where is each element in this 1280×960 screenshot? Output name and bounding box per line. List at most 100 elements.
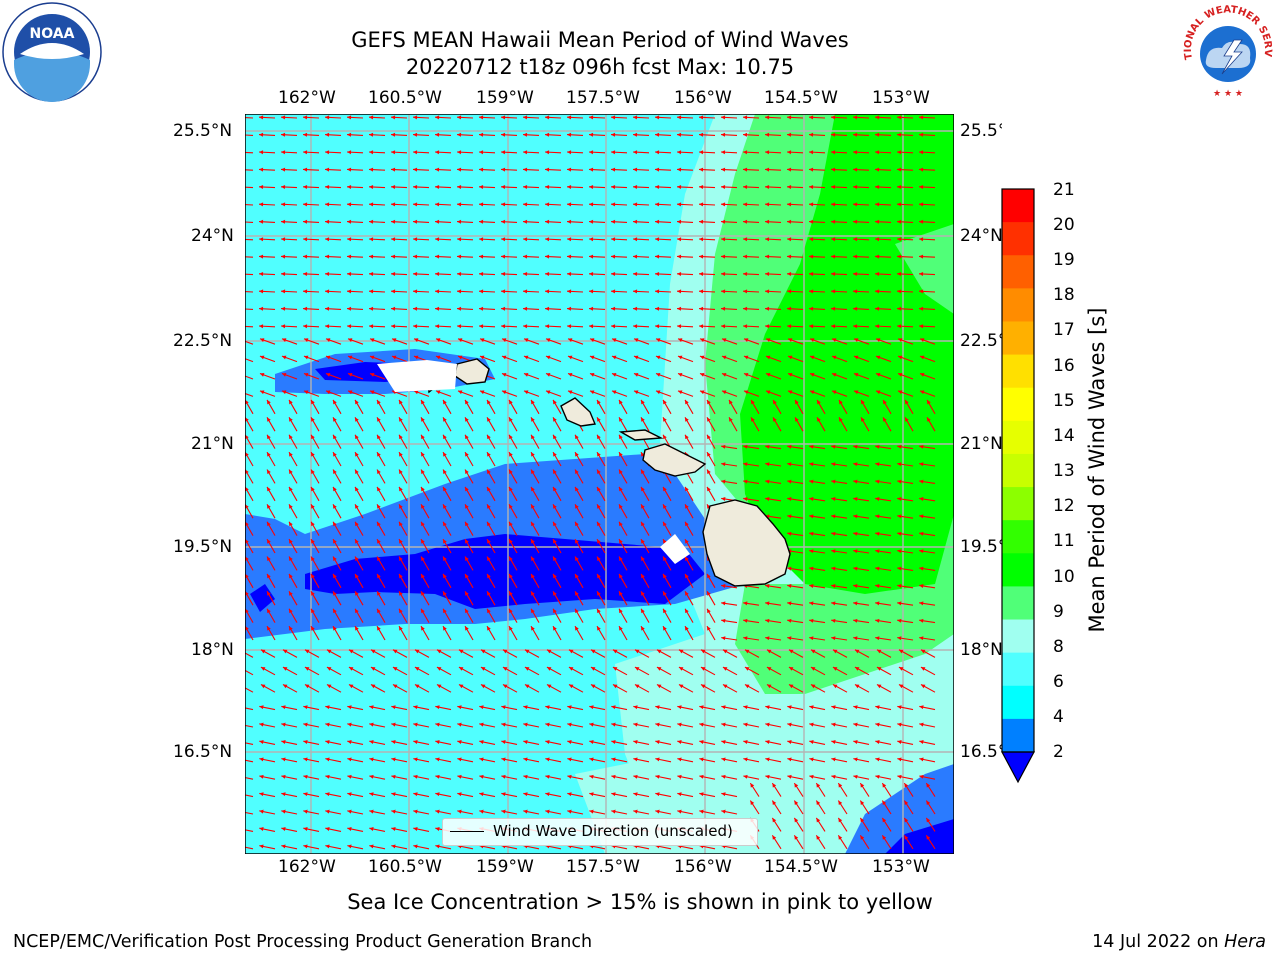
wind-wave-arrowhead: [509, 521, 513, 527]
wind-wave-arrowhead: [589, 202, 594, 207]
wind-wave-arrowhead: [501, 757, 506, 762]
colorbar-segment: [1002, 288, 1034, 322]
lat-label-right-2: 24°N: [960, 226, 1002, 246]
wind-wave-arrowhead: [787, 618, 792, 623]
wind-wave-arrowhead: [421, 608, 425, 614]
wind-wave-arrowhead: [348, 667, 354, 671]
wind-wave-arrowhead: [325, 219, 330, 224]
wind-wave-arrowhead: [597, 417, 601, 422]
wind-wave-arrowhead: [677, 219, 682, 224]
wind-wave-arrowhead: [553, 573, 557, 579]
wind-wave-arrowhead: [919, 219, 924, 224]
wind-wave-arrowhead: [641, 399, 645, 405]
wind-wave-arrowhead: [589, 324, 594, 329]
wind-wave-arrowhead: [831, 338, 837, 342]
wind-wave-arrowhead: [589, 272, 594, 276]
cbar-tick-12: 12: [1053, 496, 1075, 516]
wind-wave-arrowhead: [289, 608, 293, 614]
wind-wave-arrowhead: [655, 132, 660, 137]
wind-wave-arrowhead: [589, 722, 594, 727]
wind-wave-arrowhead: [479, 722, 484, 727]
wind-wave-arrowhead: [377, 573, 381, 579]
wind-wave-arrowhead: [677, 338, 683, 342]
wind-wave-arrowhead: [523, 254, 528, 259]
wind-wave-arrowhead: [927, 417, 931, 422]
wind-wave-arrowhead: [787, 601, 792, 606]
wind-wave-arrowhead: [743, 185, 748, 189]
wind-wave-arrowhead: [685, 486, 689, 492]
wind-wave-arrowhead: [465, 486, 469, 492]
wind-wave-arrowhead: [333, 399, 337, 405]
wind-wave-arrowhead: [413, 289, 418, 294]
wind-wave-arrowhead: [677, 167, 682, 172]
wind-wave-arrowhead: [553, 591, 557, 596]
wind-wave-arrowhead: [325, 185, 330, 189]
wind-wave-arrowhead: [369, 202, 374, 207]
wind-wave-arrowhead: [413, 254, 418, 259]
wind-wave-arrowhead: [897, 237, 902, 242]
wind-wave-arrowhead: [897, 601, 902, 606]
wind-wave-arrowhead: [655, 809, 660, 814]
wind-wave-arrowhead: [633, 705, 638, 710]
wind-wave-arrowhead: [465, 521, 469, 527]
wind-wave-arrowhead: [699, 355, 705, 360]
wind-wave-arrowhead: [854, 684, 860, 689]
lon-label-bottom-2: 160.5°W: [368, 857, 442, 877]
wind-wave-arrowhead: [421, 521, 425, 527]
wind-wave-arrowhead: [501, 219, 506, 224]
wind-wave-arrowhead: [465, 539, 469, 544]
wind-wave-arrowhead: [663, 608, 667, 614]
wind-wave-arrowhead: [436, 667, 442, 671]
wind-wave-arrowhead: [721, 390, 727, 395]
wind-wave-arrowhead: [721, 757, 726, 762]
wind-wave-arrowhead: [773, 417, 777, 422]
wind-wave-arrowhead: [611, 705, 616, 710]
wind-wave-arrowhead: [259, 237, 264, 242]
wind-wave-arrowhead: [743, 705, 748, 710]
wind-wave-arrowhead: [875, 740, 880, 744]
wind-wave-arrowhead: [875, 566, 880, 571]
wind-wave-arrowhead: [721, 601, 726, 606]
wind-wave-arrowhead: [655, 115, 660, 120]
sea-ice-caption: Sea Ice Concentration > 15% is shown in …: [347, 890, 933, 914]
wind-wave-arrowhead: [611, 254, 616, 259]
wind-wave-arrowhead: [487, 556, 491, 561]
wind-wave-arrowhead: [589, 774, 594, 779]
wind-wave-arrowhead: [399, 434, 403, 440]
wind-wave-arrowhead: [282, 684, 288, 689]
wind-wave-arrowhead: [259, 827, 264, 831]
wind-wave-arrowhead: [487, 434, 491, 440]
wind-wave-arrowhead: [567, 306, 572, 311]
wind-wave-arrowhead: [435, 289, 440, 294]
wind-wave-arrowhead: [875, 514, 880, 519]
wind-wave-arrowhead: [575, 521, 579, 527]
wind-wave-arrowhead: [699, 324, 704, 329]
wind-wave-arrowhead: [677, 740, 682, 744]
cbar-tick-9: 9: [1053, 602, 1064, 622]
wind-wave-arrowhead: [875, 338, 881, 342]
wind-wave-arrowhead: [457, 150, 462, 155]
wind-wave-arrowhead: [809, 618, 814, 623]
wind-wave-arrowhead: [333, 626, 337, 631]
wind-wave-arrowhead: [919, 618, 924, 623]
wind-wave-arrowhead: [377, 417, 381, 422]
wind-wave-arrowhead: [787, 462, 792, 467]
wind-wave-arrowhead: [311, 486, 315, 492]
wind-wave-arrowhead: [611, 792, 616, 797]
wind-wave-arrowhead: [267, 573, 271, 579]
wind-wave-arrowhead: [413, 792, 418, 797]
wind-wave-arrowhead: [787, 722, 792, 727]
wind-wave-arrowhead: [267, 504, 271, 509]
wind-wave-arrowhead: [399, 539, 403, 544]
wind-wave-arrowhead: [809, 306, 814, 311]
wind-wave-arrowhead: [413, 774, 418, 779]
wind-wave-arrowhead: [897, 722, 902, 727]
wind-wave-arrowhead: [765, 237, 770, 242]
wind-wave-arrowhead: [597, 486, 601, 492]
wind-wave-arrowhead: [399, 399, 403, 405]
wind-wave-arrowhead: [391, 740, 396, 744]
wind-wave-arrowhead: [634, 684, 640, 689]
wind-wave-arrowhead: [487, 539, 491, 544]
wind-wave-arrowhead: [699, 390, 705, 395]
wind-wave-arrowhead: [875, 444, 880, 449]
